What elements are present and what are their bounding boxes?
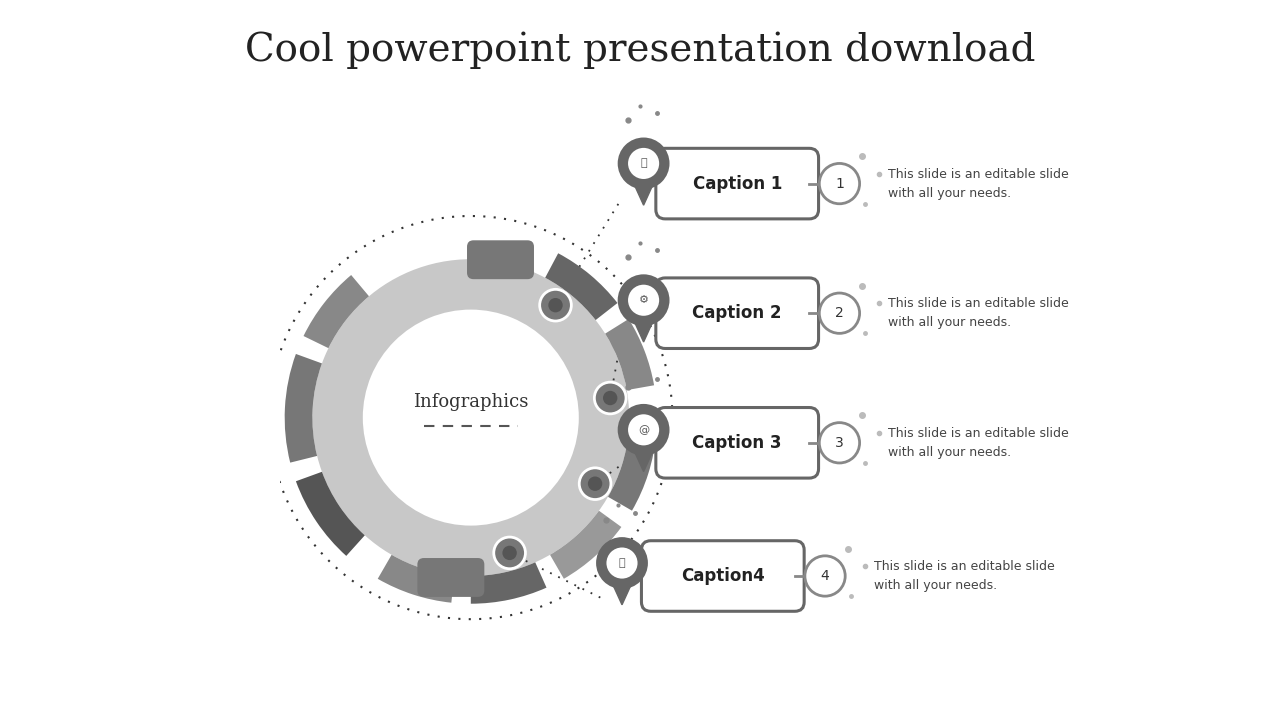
Polygon shape [630,440,658,472]
Circle shape [540,289,571,321]
Circle shape [494,537,525,569]
Circle shape [805,556,845,596]
Wedge shape [284,354,323,463]
Circle shape [618,274,669,326]
Circle shape [607,547,637,579]
Text: Infographics: Infographics [413,393,529,410]
Text: Caption 1: Caption 1 [692,175,782,192]
Text: This slide is an editable slide
with all your needs.: This slide is an editable slide with all… [888,168,1069,199]
Circle shape [580,468,611,500]
Text: 1: 1 [835,176,844,191]
FancyBboxPatch shape [417,558,484,597]
Circle shape [596,537,648,589]
Circle shape [819,293,860,333]
Circle shape [548,298,563,312]
Text: 4: 4 [820,569,829,583]
Text: ⌶: ⌶ [618,558,626,568]
FancyBboxPatch shape [655,408,819,478]
Text: This slide is an editable slide
with all your needs.: This slide is an editable slide with all… [874,560,1055,592]
Polygon shape [608,573,636,605]
Text: This slide is an editable slide
with all your needs.: This slide is an editable slide with all… [888,427,1069,459]
FancyBboxPatch shape [467,240,534,279]
FancyBboxPatch shape [655,278,819,348]
Wedge shape [303,275,369,348]
Wedge shape [550,510,621,579]
Wedge shape [545,253,617,320]
Circle shape [594,382,626,414]
Text: @: @ [637,425,649,435]
Circle shape [628,148,659,179]
Circle shape [618,138,669,189]
Wedge shape [605,319,654,390]
Text: 2: 2 [835,306,844,320]
FancyBboxPatch shape [655,148,819,219]
Circle shape [819,163,860,204]
Circle shape [628,284,659,316]
Polygon shape [630,310,658,342]
Wedge shape [378,555,454,603]
Text: Caption4: Caption4 [681,567,764,585]
Text: Caption 2: Caption 2 [692,304,782,323]
Circle shape [502,546,517,560]
Circle shape [603,391,617,405]
Text: This slide is an editable slide
with all your needs.: This slide is an editable slide with all… [888,297,1069,329]
FancyBboxPatch shape [641,541,804,611]
Text: Caption 3: Caption 3 [692,433,782,452]
Text: ⌗: ⌗ [640,158,646,168]
Text: Cool powerpoint presentation download: Cool powerpoint presentation download [244,32,1036,69]
Text: ⚙: ⚙ [639,295,649,305]
Circle shape [628,414,659,446]
Circle shape [588,477,603,491]
Wedge shape [471,562,547,603]
Polygon shape [630,174,658,205]
Wedge shape [296,472,365,556]
Text: 3: 3 [835,436,844,450]
Circle shape [618,404,669,456]
Circle shape [819,423,860,463]
Wedge shape [312,259,630,576]
Wedge shape [608,431,657,510]
